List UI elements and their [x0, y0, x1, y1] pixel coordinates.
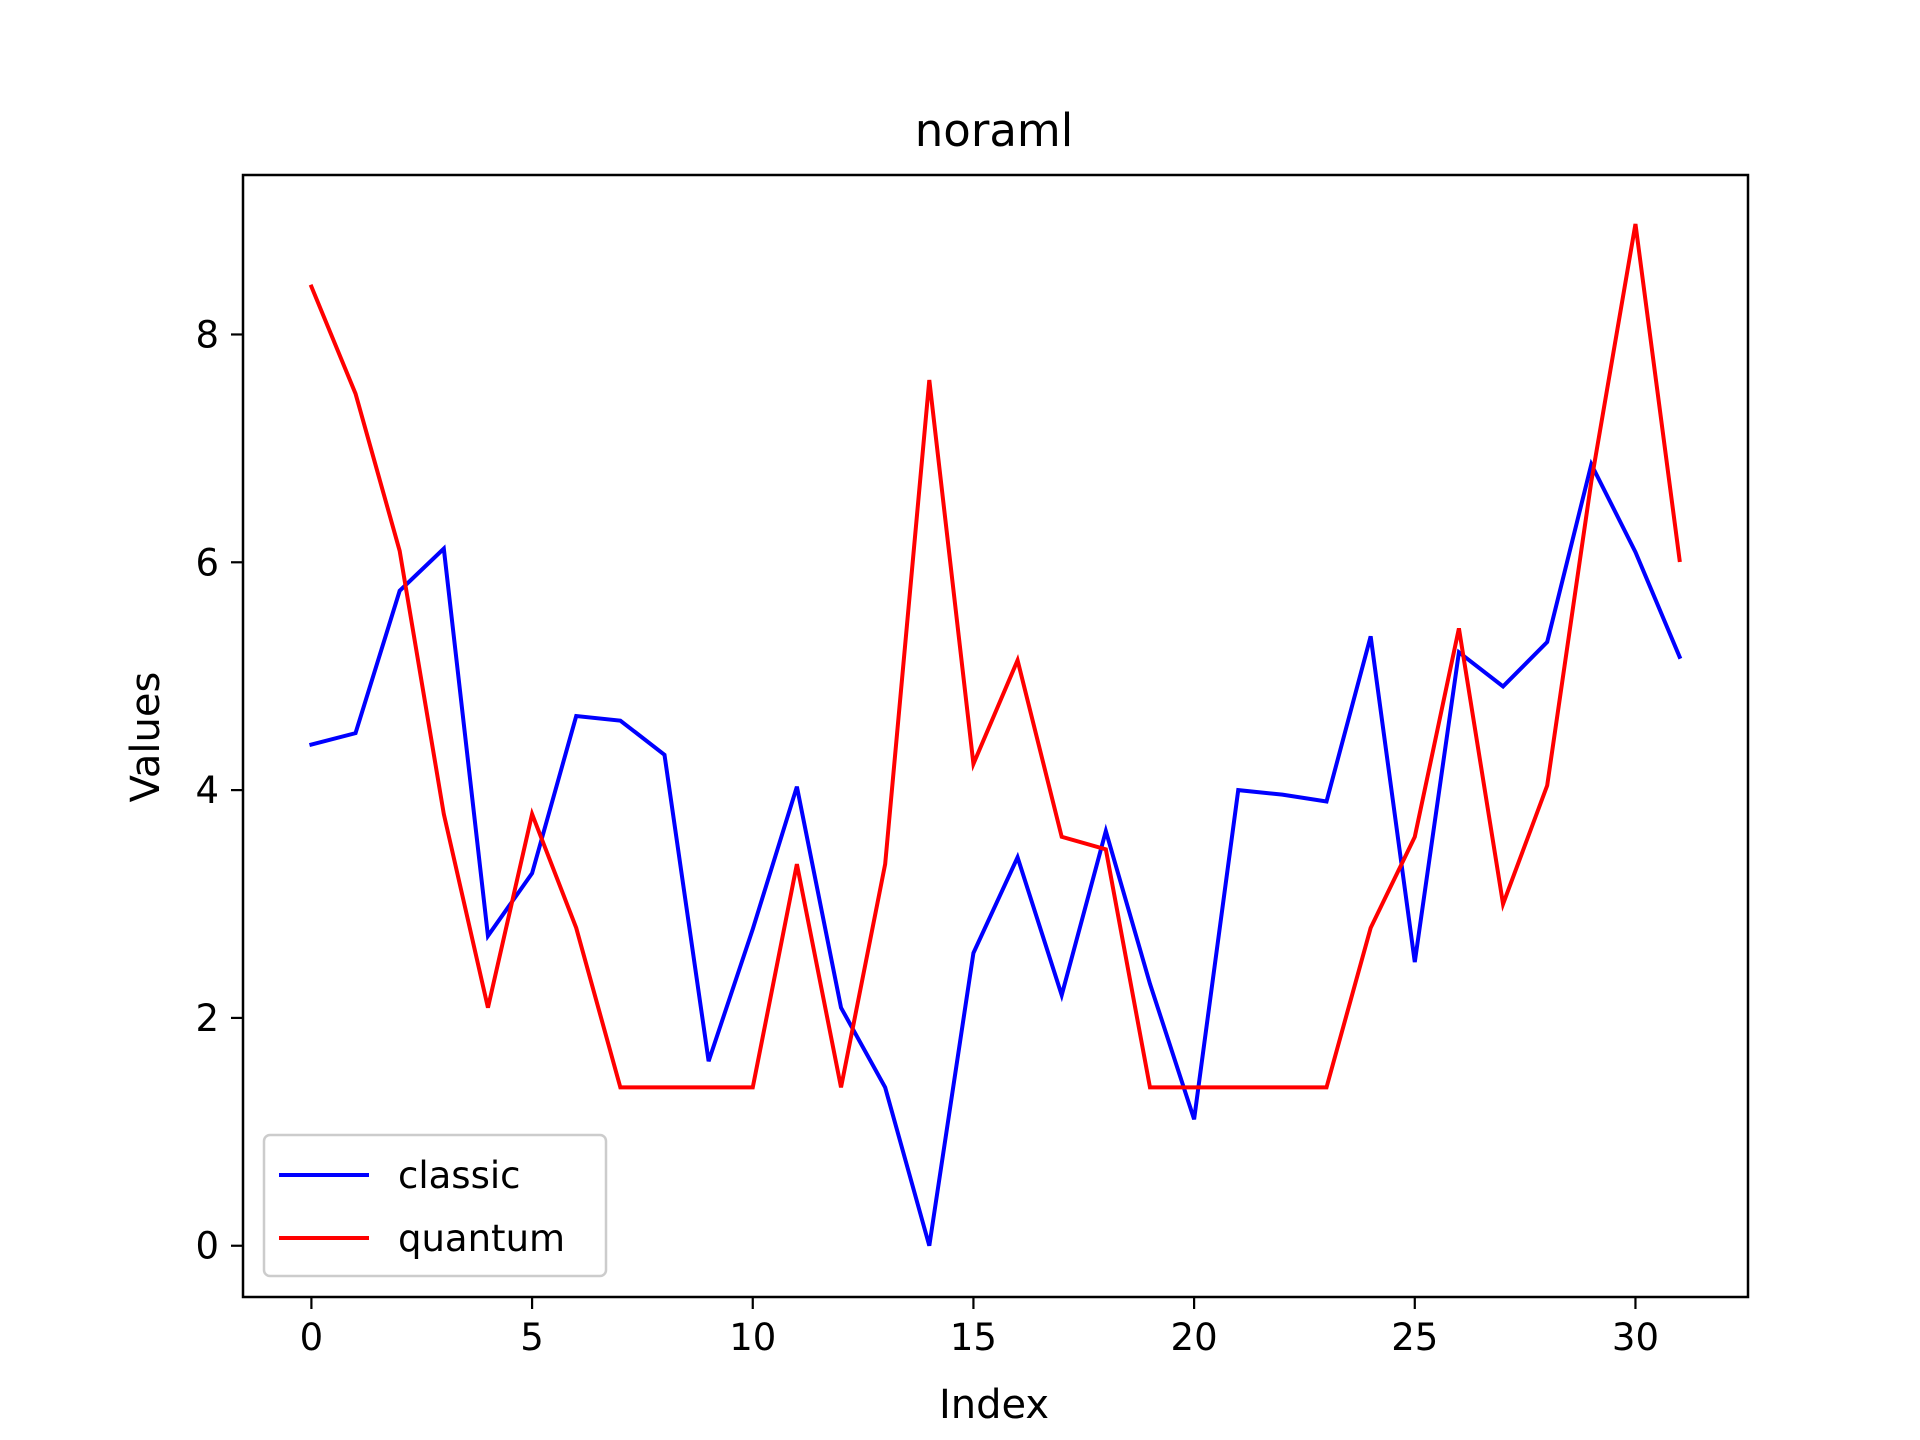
legend-label-classic: classic — [398, 1154, 520, 1197]
x-tick-label: 30 — [1612, 1316, 1659, 1359]
y-axis-label: Values — [123, 672, 169, 803]
y-tick-label: 2 — [195, 997, 219, 1040]
legend-label-quantum: quantum — [398, 1217, 565, 1260]
plot-background — [243, 175, 1748, 1297]
x-tick-label: 20 — [1171, 1316, 1218, 1359]
axes-frame — [241, 173, 1750, 1299]
x-tick-label: 25 — [1391, 1316, 1438, 1359]
x-axis-label: Index — [939, 1382, 1049, 1428]
x-tick-label: 0 — [300, 1316, 324, 1359]
series-line-classic — [308, 458, 1683, 1247]
axes: 0 5 10 15 20 25 30 0 2 4 6 8 — [195, 173, 1750, 1359]
y-tick-label: 0 — [195, 1225, 219, 1268]
x-tick-label: 5 — [520, 1316, 544, 1359]
series-line-quantum — [308, 223, 1682, 1090]
y-tick-label: 8 — [195, 313, 219, 356]
x-tick-label: 10 — [729, 1316, 776, 1359]
x-tick-label: 15 — [950, 1316, 997, 1359]
y-tick-label: 4 — [195, 769, 219, 812]
legend: classic quantum — [262, 1133, 608, 1278]
plot-area — [243, 175, 1748, 1297]
y-tick-label: 6 — [195, 541, 219, 584]
chart-title: noraml — [915, 104, 1073, 157]
legend-box — [262, 1133, 608, 1278]
